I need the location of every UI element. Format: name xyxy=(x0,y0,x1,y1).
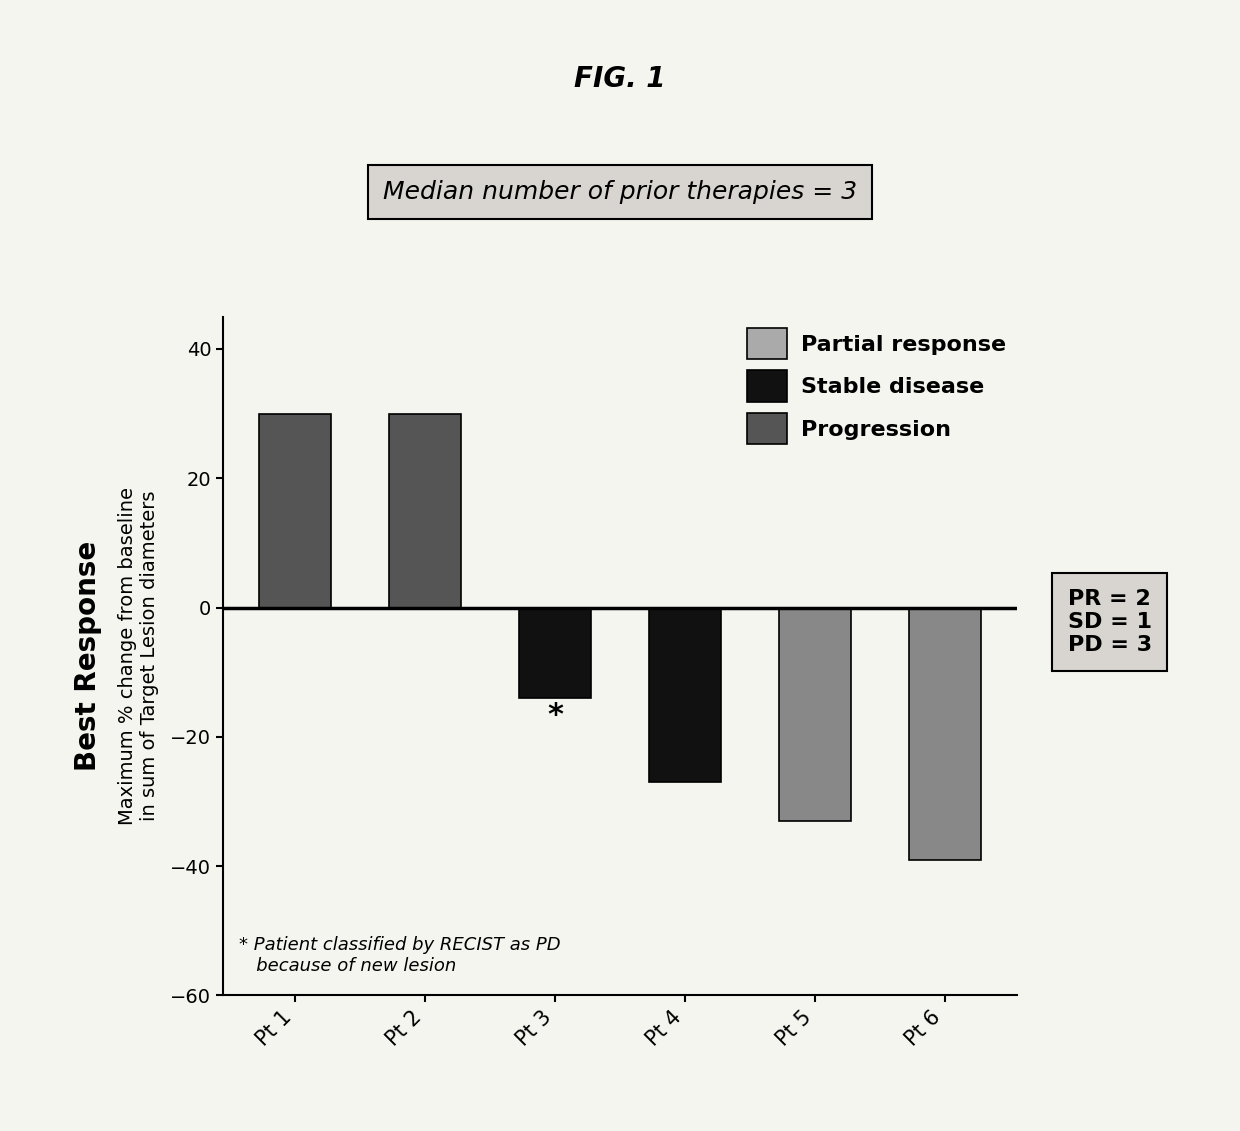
Bar xyxy=(650,607,720,782)
Bar xyxy=(389,414,461,607)
Text: * Patient classified by RECIST as PD
   because of new lesion: * Patient classified by RECIST as PD bec… xyxy=(239,936,560,975)
Y-axis label: Maximum % change from baseline
in sum of Target Lesion diameters: Maximum % change from baseline in sum of… xyxy=(118,487,159,824)
Bar xyxy=(520,607,590,698)
Text: FIG. 1: FIG. 1 xyxy=(574,66,666,93)
Bar xyxy=(909,607,981,860)
Legend: Partial response, Stable disease, Progression: Partial response, Stable disease, Progre… xyxy=(748,328,1006,444)
Text: Best Response: Best Response xyxy=(74,541,102,771)
Text: *: * xyxy=(547,701,563,731)
Text: PR = 2
SD = 1
PD = 3: PR = 2 SD = 1 PD = 3 xyxy=(1068,589,1152,655)
Text: Median number of prior therapies = 3: Median number of prior therapies = 3 xyxy=(383,180,857,205)
Bar xyxy=(779,607,851,821)
Bar xyxy=(259,414,331,607)
